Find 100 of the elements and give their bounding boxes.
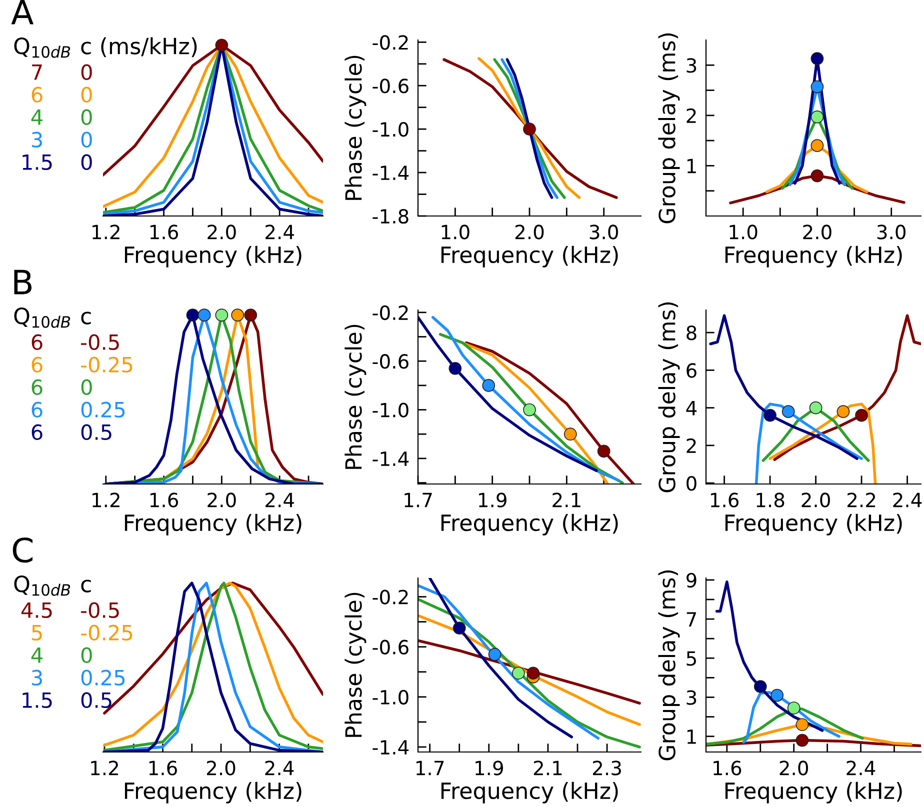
x-tick-label: 1.6 [149,760,177,776]
line-series [418,584,600,740]
text: 7 [32,64,42,80]
x-axis-title: Frequency (kHz) [725,514,902,536]
x-tick-label: 2.4 [266,224,294,240]
y-tick-label: -0.2 [372,590,408,604]
x-tick-label: 2.3 [592,760,621,776]
text: 0 [81,379,92,396]
y-tick-label: 1 [687,730,696,744]
y-tick-label: 2 [686,438,696,453]
text: 6 [32,86,42,103]
line-series [431,316,620,482]
y-tick-label: 7 [686,612,696,626]
x-tick-label: 2.0 [208,224,236,240]
x-tick-label: 2.1 [552,492,580,508]
annotation: 0.25 [81,402,125,418]
x-tick-label: 2.0 [515,224,544,240]
text: c [81,580,91,592]
x-axis-title: Frequency (kHz) [441,514,618,536]
x-axis-title: Frequency (kHz) [441,246,618,268]
text: 6 [32,379,42,396]
y-tick-label: 0 [686,476,696,491]
text: 4 [31,110,42,125]
y-tick-label: 5 [686,651,696,666]
x-tick-label: 2.0 [802,492,830,508]
x-axis-title: Frequency (kHz) [124,514,302,536]
y-tick-label: -0.6 [372,640,408,655]
y-axis-title: Group delay (ms) [658,33,680,224]
y-tick-label: -0.2 [372,35,408,50]
y-tick-label: 4 [686,401,697,416]
text: C [12,537,32,563]
text: 5 [32,625,42,641]
y-tick-label: -0.6 [372,354,408,369]
text: 6 [32,334,42,350]
line-series [461,341,609,484]
x-tick-label: 2.4 [846,760,876,776]
x-axis-title: Frequency (kHz) [124,782,302,804]
text: 0 [81,86,92,103]
y-tick-label: -1.0 [372,402,408,418]
annotation: 0.5 [81,692,112,708]
line-series [418,614,641,726]
x-tick-label: 1.9 [476,760,503,776]
y-tick-label: 3 [686,58,696,73]
x-tick-label: 2.0 [206,760,236,776]
text: 4 [31,648,42,663]
x-axis-title: Frequency (kHz) [124,246,302,268]
x-tick-label: 2.0 [803,224,832,240]
text: 0 [81,109,92,126]
text: 3 [32,132,42,148]
text: 0 [81,647,92,664]
text: 3 [32,670,42,686]
text: 0 [81,154,92,170]
text: c [81,312,91,324]
x-tick-label: 2.2 [847,492,876,508]
x-tick-label: 1.0 [442,224,470,240]
y-tick-label: 2 [686,108,696,123]
y-tick-label: -1.4 [372,740,409,754]
y-axis-title: Group delay (ms) [658,570,680,760]
text: 1.5 [22,692,52,708]
x-tick-label: 3.0 [877,224,906,240]
x-tick-label: 1.8 [756,492,784,508]
line-series [754,402,863,484]
x-tick-label: 1.6 [150,224,178,240]
x-tick-label: 1.2 [92,492,120,508]
y-tick-label: -1.8 [372,208,408,224]
text: Q$_{10dB}$ [14,575,70,596]
x-tick-label: 1.6 [710,492,739,508]
text: 0 [81,64,92,80]
line-series [418,639,641,705]
x-tick-label: 3.0 [590,224,618,240]
text: A [11,0,34,24]
annotation: 0.25 [81,670,125,686]
text: B [14,270,32,294]
y-tick-label: -1.0 [372,122,408,137]
line-series [709,314,858,460]
y-tick-label: 3 [686,690,696,705]
x-axis-title: Frequency (kHz) [441,782,618,804]
x-tick-label: 2.0 [208,492,236,508]
line-series [428,578,573,738]
line-series [464,341,635,484]
annotation: -0.25 [81,624,132,641]
text: 0 [81,132,92,148]
line-series [478,57,581,199]
x-tick-label: 1.2 [91,760,118,776]
annotation: -0.5 [81,334,119,350]
annotation: 0.5 [81,424,112,440]
line-series [418,316,598,472]
text: 6 [32,424,42,440]
text: 1.5 [22,154,52,170]
x-tick-label: 1.0 [730,224,758,240]
line-series [418,598,641,748]
x-tick-label: 2.4 [893,492,922,508]
text: 6 [32,402,42,418]
x-tick-label: 2.4 [266,492,294,508]
y-tick-label: 6 [686,363,696,378]
annotation: c (ms/kHz) [81,37,197,58]
y-axis-title: Group delay (ms) [658,302,680,492]
y-tick-label: -1.4 [372,166,409,180]
y-axis-title: Phase (cycle) [344,56,366,200]
line-series [773,314,921,461]
